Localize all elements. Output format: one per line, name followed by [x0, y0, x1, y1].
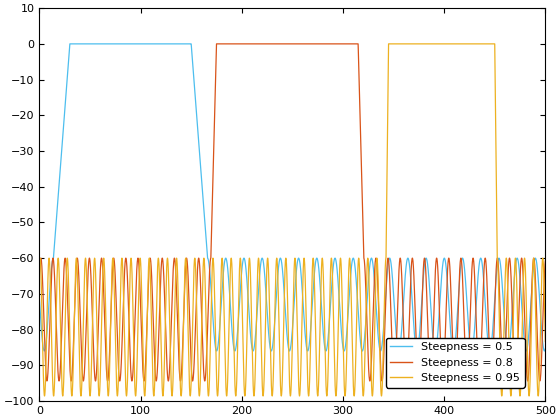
Steepness = 0.8 — [339, 41, 346, 46]
Steepness = 0.95 — [452, 41, 459, 46]
Steepness = 0.5 — [128, 41, 135, 46]
Steepness = 0.8 — [230, 41, 236, 46]
Steepness = 0.8 — [414, 362, 421, 368]
Line: Steepness = 0.95: Steepness = 0.95 — [39, 44, 545, 396]
Steepness = 0.5 — [340, 345, 347, 350]
Steepness = 0.5 — [250, 349, 256, 354]
Steepness = 0.95 — [339, 332, 346, 337]
Steepness = 0.95 — [365, 264, 372, 269]
Steepness = 0.95 — [305, 394, 312, 399]
Steepness = 0.5 — [230, 338, 236, 343]
Steepness = 0.5 — [414, 349, 421, 354]
Steepness = 0.8 — [542, 258, 549, 263]
Steepness = 0.8 — [128, 375, 134, 381]
Steepness = 0.8 — [427, 378, 434, 383]
Steepness = 0.95 — [128, 257, 134, 262]
Steepness = 0.5 — [36, 296, 43, 301]
Legend: Steepness = 0.5, Steepness = 0.8, Steepness = 0.95: Steepness = 0.5, Steepness = 0.8, Steepn… — [386, 338, 525, 388]
Line: Steepness = 0.5: Steepness = 0.5 — [39, 44, 545, 351]
Steepness = 0.95 — [542, 339, 549, 344]
Steepness = 0.5 — [452, 336, 459, 341]
Steepness = 0.95 — [36, 261, 43, 266]
Steepness = 0.95 — [414, 41, 421, 46]
Steepness = 0.5 — [365, 276, 372, 281]
Steepness = 0.95 — [385, 41, 392, 46]
Steepness = 0.8 — [365, 365, 372, 370]
Steepness = 0.5 — [67, 41, 73, 46]
Steepness = 0.8 — [36, 272, 43, 277]
Steepness = 0.95 — [230, 289, 236, 294]
Line: Steepness = 0.8: Steepness = 0.8 — [39, 44, 545, 381]
Steepness = 0.8 — [452, 374, 459, 379]
Steepness = 0.5 — [542, 346, 549, 352]
Steepness = 0.8 — [213, 41, 220, 46]
